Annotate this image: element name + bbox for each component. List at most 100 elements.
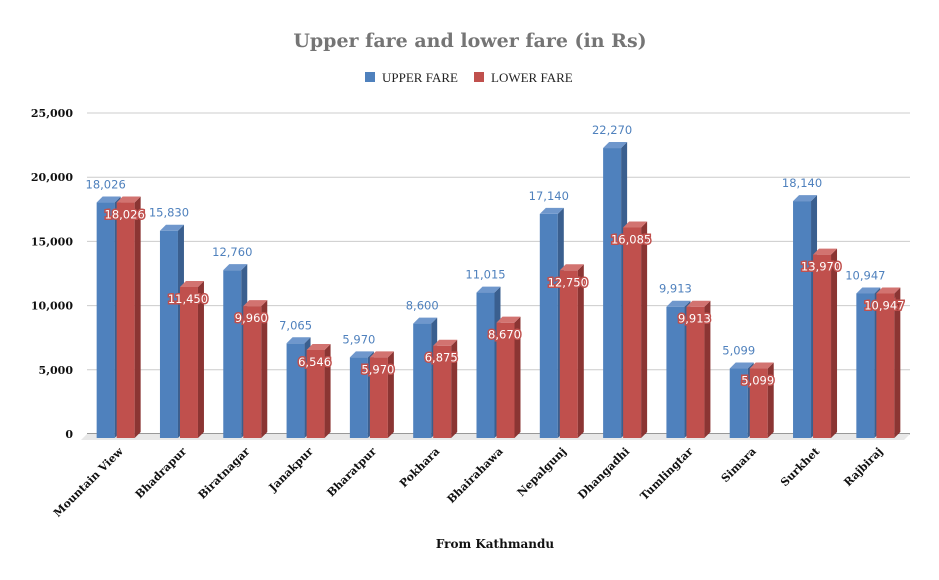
- bar-front: [116, 202, 135, 438]
- bar-top: [116, 196, 141, 203]
- bar-top: [243, 300, 268, 307]
- bar-top: [813, 248, 838, 255]
- upper-fare-data-label: 10,947: [845, 268, 885, 282]
- bar-side: [514, 316, 521, 438]
- bar-top: [96, 196, 121, 203]
- bar-top: [369, 351, 394, 358]
- x-tick-label: Pokhara: [397, 445, 442, 490]
- bar-side: [387, 351, 394, 438]
- x-axis-label: From Kathmandu: [436, 537, 555, 551]
- lower-fare-bar: [306, 343, 331, 438]
- legend-swatch-lower: [474, 72, 484, 82]
- bar-front: [559, 270, 578, 438]
- bar-top: [349, 351, 374, 358]
- legend-label-upper: UPPER FARE: [382, 70, 458, 85]
- bar-front: [179, 286, 198, 438]
- upper-fare-data-label: 5,970: [342, 332, 375, 346]
- bar-front: [349, 357, 368, 438]
- y-tick-label: 20,000: [31, 171, 73, 184]
- bar-front: [496, 322, 515, 438]
- x-tick-label: Mountain View: [51, 445, 126, 520]
- bar-front: [686, 306, 705, 438]
- bar-top: [603, 142, 628, 149]
- bar-top: [223, 264, 248, 271]
- lower-fare-bar: [623, 221, 648, 438]
- bar-top: [793, 195, 818, 202]
- bar-top: [856, 287, 881, 294]
- lower-fare-data-label: 10,947: [864, 298, 904, 312]
- y-tick-label: 15,000: [31, 235, 73, 248]
- lower-fare-bar: [813, 248, 838, 438]
- lower-fare-data-label: 5,970: [361, 362, 394, 376]
- bar-top: [686, 300, 711, 307]
- lower-fare-bar: [876, 287, 901, 438]
- bar-top: [666, 300, 691, 307]
- bar-top: [179, 280, 204, 287]
- bar-top: [729, 362, 754, 369]
- lower-fare-data-label: 6,546: [298, 355, 331, 369]
- y-tick-label: 0: [65, 428, 73, 441]
- legend-label-lower: LOWER FARE: [491, 70, 573, 85]
- bar-top: [876, 287, 901, 294]
- x-tick-label: Surkhet: [778, 444, 823, 489]
- bar-top: [433, 339, 458, 346]
- bar-side: [767, 362, 774, 438]
- upper-fare-data-label: 8,600: [406, 299, 439, 313]
- bar-front: [793, 201, 812, 438]
- upper-fare-data-label: 18,140: [782, 176, 822, 190]
- upper-fare-data-label: 22,270: [592, 123, 632, 137]
- lower-fare-bar: [686, 300, 711, 438]
- lower-fare-data-label: 11,450: [168, 292, 208, 306]
- x-tick-label: Dhangadhi: [575, 445, 632, 502]
- bar-top: [539, 207, 564, 214]
- x-tick-label: Bharatpur: [325, 445, 380, 500]
- bar-side: [641, 221, 648, 438]
- bar-top: [413, 317, 438, 324]
- bar-front: [539, 213, 558, 438]
- bar-front: [813, 254, 832, 438]
- lower-fare-bar: [496, 316, 521, 438]
- bar-front: [306, 349, 325, 438]
- bar-side: [894, 287, 901, 438]
- bar-top: [749, 362, 774, 369]
- x-tick-label: Janakpur: [266, 445, 316, 495]
- lower-fare-data-label: 13,970: [801, 260, 841, 274]
- upper-fare-data-label: 12,760: [212, 245, 252, 259]
- upper-fare-data-label: 17,140: [529, 189, 569, 203]
- lower-fare-bar: [116, 196, 141, 438]
- bar-side: [197, 280, 204, 438]
- y-tick-label: 10,000: [31, 300, 73, 313]
- lower-fare-bar: [749, 362, 774, 438]
- lower-fare-bar: [559, 264, 584, 438]
- bar-side: [704, 300, 711, 438]
- bar-front: [286, 343, 305, 438]
- lower-fare-bar: [433, 339, 458, 438]
- bar-top: [286, 337, 311, 344]
- bar-side: [831, 248, 838, 438]
- bar-side: [577, 264, 584, 438]
- bar-side: [261, 300, 268, 438]
- lower-fare-bar: [179, 280, 204, 438]
- bar-front: [856, 293, 875, 438]
- bar-top: [559, 264, 584, 271]
- bar-front: [749, 368, 768, 438]
- bar-front: [433, 345, 452, 438]
- lower-fare-data-label: 9,913: [678, 312, 711, 326]
- upper-fare-data-label: 7,065: [279, 318, 312, 332]
- x-tick-label: Simara: [719, 445, 759, 485]
- upper-fare-data-label: 5,099: [722, 344, 755, 358]
- lower-fare-data-label: 5,099: [741, 374, 774, 388]
- bar-front: [159, 230, 178, 438]
- lower-fare-data-label: 6,875: [425, 351, 458, 365]
- upper-fare-data-label: 11,015: [465, 268, 505, 282]
- bar-top: [623, 221, 648, 228]
- x-tick-label: Biratnagar: [196, 445, 253, 502]
- lower-fare-data-label: 16,085: [611, 232, 651, 246]
- x-tick-label: Bhadrapur: [133, 445, 189, 501]
- lower-fare-data-label: 8,670: [488, 328, 521, 342]
- bar-front: [413, 323, 432, 438]
- x-tick-label: Nepalgunj: [515, 445, 569, 499]
- bar-top: [496, 316, 521, 323]
- x-tick-label: Bhairahawa: [445, 445, 506, 506]
- bar-side: [451, 339, 458, 438]
